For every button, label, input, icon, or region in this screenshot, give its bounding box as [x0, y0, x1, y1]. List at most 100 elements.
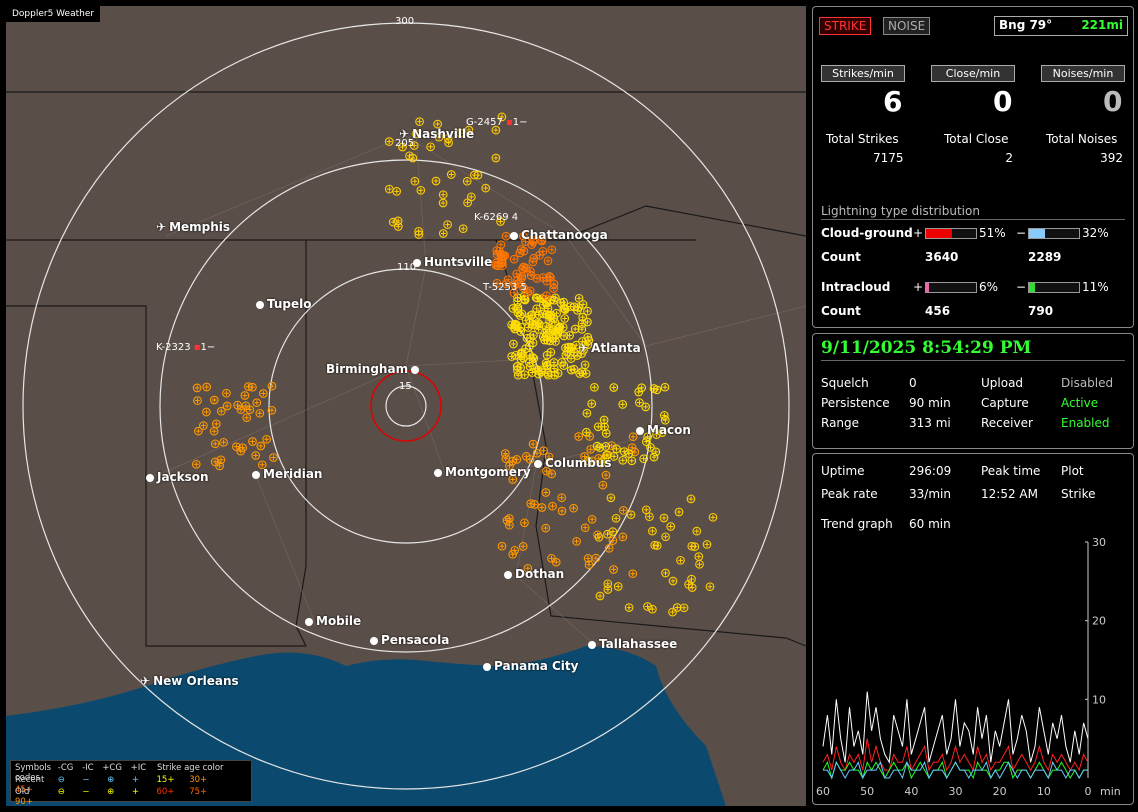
strike-marker-cross: [412, 178, 418, 184]
strike-marker-cross: [497, 218, 503, 224]
strike-marker: [510, 319, 520, 329]
strike-marker: [583, 317, 592, 327]
strike-marker-cross: [212, 441, 218, 447]
strike-marker: [240, 391, 250, 400]
strike-marker-cross: [525, 290, 531, 296]
strike-marker: [557, 493, 567, 503]
strike-marker: [619, 447, 629, 456]
close-per-min-value: 0: [993, 85, 1013, 118]
strike-marker-cross: [585, 334, 591, 340]
strike-marker-cross: [589, 401, 595, 407]
strike-marker: [491, 125, 501, 135]
strike-marker-cross: [217, 463, 223, 469]
strike-marker: [528, 439, 538, 449]
strike-marker: [546, 273, 555, 282]
strike-marker: [630, 447, 640, 457]
strike-marker-cross: [544, 337, 550, 343]
strike-marker: [411, 129, 421, 139]
strike-marker: [612, 444, 621, 454]
lightning-map[interactable]: Doppler5 Weather 300 205 110 15 ✈ Nashvil…: [6, 6, 806, 806]
strike-marker-cross: [223, 390, 229, 396]
strike-marker-cross: [516, 280, 522, 286]
strike-marker-cross: [548, 349, 554, 355]
strike-marker-cross: [628, 512, 634, 518]
strike-marker-cross: [651, 385, 657, 391]
strike-marker-cross: [525, 565, 531, 571]
strike-marker-cross: [534, 450, 540, 456]
strikes-per-min-button[interactable]: Strikes/min: [821, 65, 905, 82]
strike-marker-cross: [543, 293, 549, 299]
strike-marker: [595, 591, 605, 601]
strike-marker: [582, 408, 592, 418]
strike-marker-cross: [520, 543, 526, 549]
city-mobile: Mobile: [305, 614, 361, 628]
strike-marker: [527, 240, 537, 249]
city-tupelo: Tupelo: [256, 297, 312, 311]
strike-marker: [532, 304, 542, 314]
strike-marker: [544, 452, 554, 462]
strike-marker-cross: [659, 430, 665, 436]
strike-marker-cross: [545, 258, 551, 264]
strike-marker: [661, 532, 670, 542]
peak-time-label: Peak time: [981, 464, 1041, 478]
strike-marker-cross: [559, 495, 565, 501]
strike-marker: [577, 367, 587, 377]
noise-indicator[interactable]: NOISE: [883, 17, 931, 35]
strike-marker-cross: [696, 561, 702, 567]
strike-marker-cross: [547, 318, 553, 324]
strike-marker-cross: [610, 538, 616, 544]
strike-marker: [509, 254, 519, 264]
strike-marker-cross: [503, 281, 509, 287]
divider: [821, 360, 1125, 361]
strike-indicator[interactable]: STRIKE: [819, 17, 872, 35]
strike-marker: [438, 190, 448, 200]
cloud-ground-label: Cloud-ground: [821, 226, 913, 240]
strike-marker: [574, 293, 584, 303]
cg-positive-count: 3640: [925, 250, 959, 264]
trend-panel: Uptime 296:09 Peak time Plot Peak rate 3…: [812, 453, 1134, 805]
noises-per-min-button[interactable]: Noises/min: [1041, 65, 1125, 82]
strike-legend: Symbols -CG -IC +CG +IC Strike age color…: [10, 760, 252, 806]
strike-marker-cross: [668, 524, 674, 530]
strike-marker: [519, 283, 528, 293]
strike-marker-cross: [608, 495, 614, 501]
x-tick-label: 10: [1037, 785, 1051, 798]
strike-marker: [694, 552, 704, 561]
map-canvas[interactable]: [6, 6, 806, 806]
strike-marker-cross: [242, 393, 248, 399]
strike-marker-cross: [663, 534, 669, 540]
strike-marker: [537, 236, 547, 246]
strike-marker: [520, 518, 529, 528]
close-per-min-button[interactable]: Close/min: [931, 65, 1015, 82]
strike-marker: [543, 256, 553, 266]
strike-marker-cross: [546, 273, 552, 279]
ring-label-15: 15: [399, 381, 412, 392]
legend-recent-row: Recent ⊖ − ⊕ + 15+ 30+ 45+: [15, 775, 208, 795]
strike-marker: [559, 303, 569, 313]
strike-marker: [262, 434, 271, 444]
strike-marker: [573, 305, 582, 315]
strike-marker-cross: [614, 446, 620, 452]
strike-marker: [601, 429, 611, 438]
strike-status-panel: STRIKE NOISE Bng 79° 221mi Strikes/min C…: [812, 6, 1134, 328]
strike-marker-cross: [565, 349, 571, 355]
strike-marker: [643, 432, 652, 442]
strike-marker: [580, 360, 590, 370]
total-close-label: Total Close: [944, 132, 1009, 146]
city-chattanooga: Chattanooga: [510, 228, 608, 242]
strike-marker: [508, 475, 518, 484]
strike-marker-cross: [546, 454, 552, 460]
strike-marker: [537, 503, 547, 512]
strike-marker-cross: [249, 438, 255, 444]
ic-negative-pct: 11%: [1082, 280, 1109, 294]
strike-marker-cross: [548, 329, 554, 335]
strike-marker: [492, 278, 502, 288]
strike-marker: [618, 400, 628, 409]
strike-marker: [660, 382, 670, 392]
strike-marker: [526, 333, 535, 343]
strike-marker: [598, 480, 608, 490]
strike-marker-cross: [603, 443, 609, 449]
strike-marker-cross: [522, 372, 528, 378]
strike-marker-cross: [386, 186, 392, 192]
strike-marker: [618, 532, 628, 542]
